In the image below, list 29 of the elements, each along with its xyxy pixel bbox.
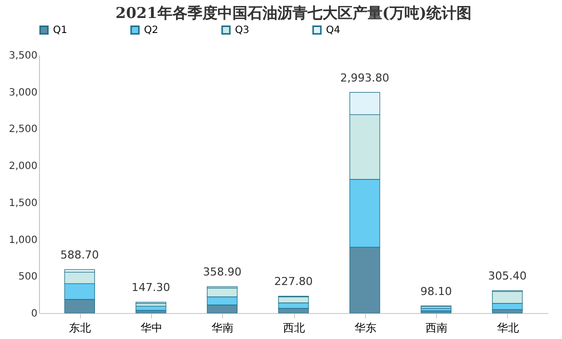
total-label: 305.40 xyxy=(488,269,527,282)
total-label: 358.90 xyxy=(202,266,242,279)
x-tick-label: 西北 xyxy=(283,322,305,334)
total-label: 98.10 xyxy=(420,284,452,298)
total-label: 2,993.80 xyxy=(340,71,390,84)
y-tick-label: 1,000 xyxy=(8,234,38,246)
x-tick-label: 华中 xyxy=(140,322,162,334)
y-tick-label: 500 xyxy=(18,272,38,283)
y-tick-label: 1,500 xyxy=(8,198,38,209)
y-tick-label: 2,000 xyxy=(8,161,38,172)
legend-label: Q2 xyxy=(144,25,158,36)
x-tick-label: 华东 xyxy=(354,322,376,334)
y-tick-label: 3,000 xyxy=(8,87,38,98)
total-label: 227.80 xyxy=(274,275,313,288)
legend-label: Q3 xyxy=(235,25,250,36)
bar xyxy=(136,310,166,314)
bar xyxy=(420,310,452,314)
total-label: 588.70 xyxy=(60,248,99,262)
x-tick-label: 西南 xyxy=(426,322,448,334)
x-tick-label: 东北 xyxy=(69,322,92,334)
legend-label: Q4 xyxy=(326,25,340,36)
chart-title: 2021年各季度中国石油沥青七大区产量(万吨)统计图 xyxy=(116,4,472,22)
total-label: 147.30 xyxy=(132,281,170,294)
legend-label: Q1 xyxy=(53,25,68,36)
y-tick-label: 2,500 xyxy=(8,124,38,136)
y-tick-label: 3,500 xyxy=(8,50,38,62)
y-tick-label: 0 xyxy=(31,308,38,320)
x-tick-label: 华南 xyxy=(212,322,234,334)
x-tick-label: 华北 xyxy=(496,322,519,334)
